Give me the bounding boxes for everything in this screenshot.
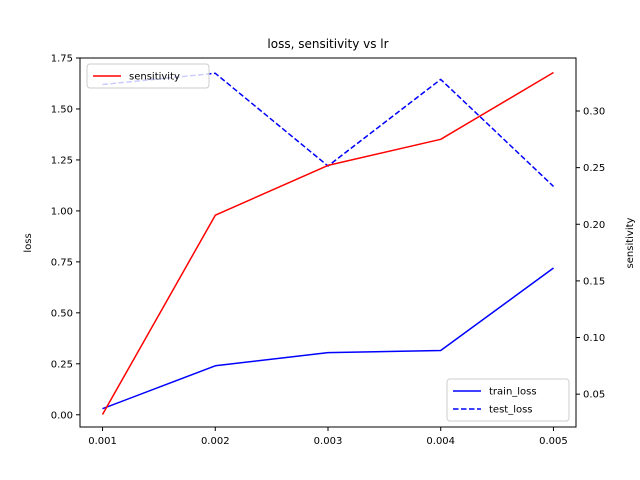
axes: 0.001 0.002 0.003 0.004 0.005 0.00 0.25 0.50 0.7… <box>51 54 606 448</box>
x-tick-label: 0.001 <box>88 436 117 447</box>
legend-box <box>86 63 210 89</box>
y-tick-label-right: 0.15 <box>583 276 605 287</box>
y-tick-label-left: 1.50 <box>51 104 73 115</box>
y-tick-label-right: 0.30 <box>583 107 605 118</box>
legend-upper-left: sensitivity <box>86 63 210 89</box>
x-tick-label: 0.003 <box>314 436 343 447</box>
y-tick-label-left: 0.25 <box>51 359 73 370</box>
series-line-train-loss <box>102 267 554 410</box>
x-tick-label: 0.005 <box>539 436 568 447</box>
y-axis-label-left: loss <box>23 233 34 252</box>
x-tick-label: 0.004 <box>426 436 455 447</box>
y-tick-label-right: 0.25 <box>583 163 605 174</box>
y-tick-label-left: 0.00 <box>51 410 73 421</box>
y-tick-label-right: 0.10 <box>583 333 605 344</box>
y-tick-label-left: 1.25 <box>51 155 73 166</box>
series-line-sensitivity <box>101 71 554 415</box>
legend-lower-right: train_loss test_loss <box>446 378 570 422</box>
legends: sensitivity train_loss test_loss <box>86 63 570 422</box>
y-tick-label-left: 1.75 <box>51 54 73 65</box>
series-line-test-loss <box>102 72 555 187</box>
plot-frame <box>79 57 577 428</box>
y-tick-label-left: 0.50 <box>51 308 73 319</box>
legend-label: sensitivity <box>129 72 180 83</box>
y-tick-label-right: 0.05 <box>583 390 605 401</box>
legend-label: train_loss <box>489 387 537 398</box>
plot-area <box>101 71 555 415</box>
y-tick-label-left: 1.00 <box>51 206 73 217</box>
legend-box <box>446 378 570 422</box>
y-tick-label-right: 0.20 <box>583 220 605 231</box>
chart-title: loss, sensitivity vs lr <box>267 37 388 51</box>
x-tick-label: 0.002 <box>201 436 230 447</box>
y-axis-label-right: sensitivity <box>625 217 636 268</box>
y-tick-label-left: 0.75 <box>51 257 73 268</box>
legend-label: test_loss <box>489 405 533 416</box>
